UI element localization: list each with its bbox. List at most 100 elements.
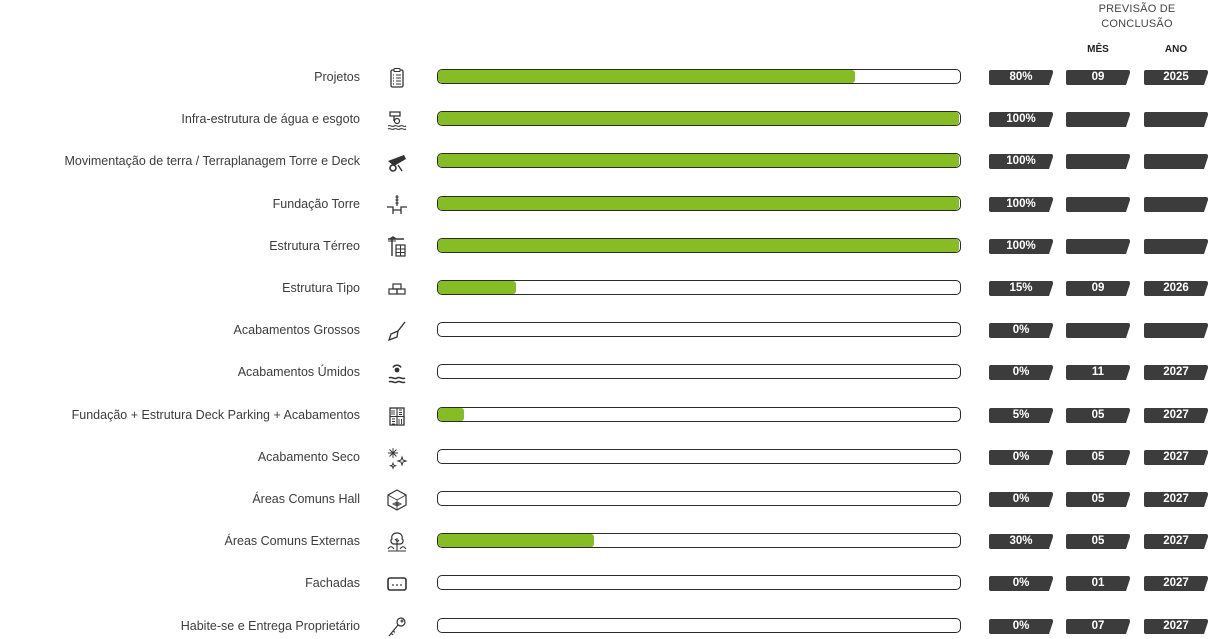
row-label: Projetos [314,70,360,84]
year-badge: 2027 [1144,407,1208,423]
progress-bar [437,322,961,338]
percent-badge: 0% [989,492,1054,507]
progress-row: Acabamentos Úmidos 0% 11 2027 [0,361,1208,385]
percent-badge: 100% [989,196,1054,212]
row-label: Fachadas [305,576,360,591]
progress-row: Fundação + Estrutura Deck Parking + Acab… [0,404,1208,428]
water-pipe-icon [385,108,409,132]
month-badge: 09 [1066,70,1131,85]
row-label: Áreas Comuns Externas [224,534,360,549]
progress-bar [437,237,961,253]
percent-badge: 15% [989,281,1054,296]
progress-row: Acabamentos Grossos 0% [0,319,1208,343]
progress-bar [437,406,961,422]
year-badge [1144,112,1208,128]
year-badge: 2026 [1144,281,1208,296]
clipboard-checklist-icon [385,66,409,90]
progress-bar [437,69,961,84]
year-badge: 2027 [1144,534,1208,550]
month-badge: 05 [1066,492,1131,507]
sparkles-icon [385,446,409,470]
percent-badge: 0% [989,365,1054,381]
row-label: Estrutura Térreo [269,238,360,253]
trowel-icon [385,319,409,343]
percent-badge: 30% [989,534,1054,550]
year-badge: 2025 [1144,70,1208,85]
key-icon [385,615,409,639]
progress-bar [437,153,961,169]
percent-badge: 100% [989,238,1054,254]
row-label: Fundação + Estrutura Deck Parking + Acab… [71,407,360,422]
progress-fill [438,407,464,421]
progress-row: Estrutura Térreo 100% [0,235,1208,259]
year-badge [1144,323,1208,339]
percent-badge: 5% [989,407,1054,423]
progress-fill [438,196,959,210]
progress-bar [437,364,961,380]
row-label: Fundação Torre [272,196,360,211]
month-badge: 07 [1066,618,1131,634]
row-label: Movimentação de terra / Terraplanagem To… [64,154,360,169]
progress-row: Movimentação de terra / Terraplanagem To… [0,150,1208,174]
crane-building-icon [385,235,409,259]
row-label: Infra-estrutura de água e esgoto [181,112,360,127]
month-badge: 05 [1066,534,1131,550]
progress-row: Projetos 80% 09 2025 [0,66,1208,90]
percent-badge: 0% [989,618,1054,634]
progress-fill [438,534,594,548]
month-badge [1066,238,1131,254]
progress-row: Fachadas 0% 01 2027 [0,572,1208,596]
progress-fill [438,281,516,294]
month-badge: 01 [1066,576,1131,592]
parquet-tiles-icon [385,404,409,428]
progress-row: Fundação Torre 100% [0,193,1208,217]
progress-bar [437,111,961,127]
progress-row: Infra-estrutura de água e esgoto 100% [0,108,1208,132]
row-label: Acabamento Seco [257,449,360,464]
row-label: Estrutura Tipo [282,281,360,295]
row-label: Acabamentos Úmidos [237,365,360,380]
year-badge [1144,196,1208,212]
year-badge: 2027 [1144,449,1208,465]
progress-fill [438,238,959,252]
progress-fill [438,112,959,126]
percent-badge: 80% [989,70,1054,85]
year-badge: 2027 [1144,492,1208,507]
bricks-icon [385,277,409,301]
previsao-line2: CONCLUSÃO [1101,18,1173,30]
row-label: Habite-se e Entrega Proprietário [180,618,360,633]
month-badge: 11 [1066,365,1131,381]
month-badge: 05 [1066,449,1131,465]
row-label: Áreas Comuns Hall [252,492,360,506]
month-badge [1066,112,1131,128]
percent-badge: 0% [989,576,1054,592]
progress-row: Áreas Comuns Hall 0% 05 2027 [0,488,1208,512]
month-badge: 05 [1066,407,1131,423]
foundation-pile-icon [385,193,409,217]
progress-bar [437,280,961,295]
progress-bar [437,533,961,549]
progress-bar [437,617,961,633]
progress-row: Estrutura Tipo 15% 09 2026 [0,277,1208,301]
progress-row: Áreas Comuns Externas 30% 05 2027 [0,530,1208,554]
year-badge: 2027 [1144,365,1208,381]
ano-column-header: ANO [1164,44,1188,55]
row-label: Acabamentos Grossos [233,323,360,338]
progress-bar [437,195,961,211]
previsao-line1: PREVISÃO DE [1098,3,1176,15]
cube-floor-icon [385,488,409,512]
percent-badge: 100% [989,154,1054,170]
month-badge: 09 [1066,281,1131,296]
percent-badge: 0% [989,323,1054,339]
facade-panel-icon [385,572,409,596]
month-badge [1066,323,1131,339]
year-badge: 2027 [1144,576,1208,592]
percent-badge: 100% [989,112,1054,128]
progress-fill [438,154,959,168]
tree-plants-icon [385,530,409,554]
progress-bar [437,575,961,591]
month-badge [1066,196,1131,212]
mes-column-header: MÊS [1087,44,1109,55]
year-badge: 2027 [1144,618,1208,634]
percent-badge: 0% [989,449,1054,465]
